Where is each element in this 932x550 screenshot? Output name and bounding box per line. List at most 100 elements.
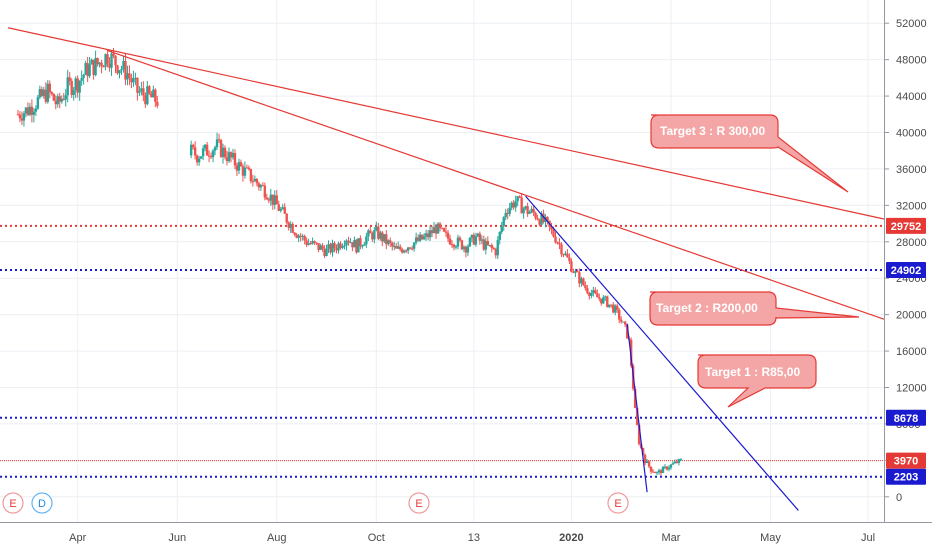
event-marker-e-3[interactable]: E [607,492,629,514]
candle-body [205,144,209,156]
trendline-blue-down[interactable] [525,195,799,511]
candle-body [323,249,326,256]
candle-body [450,244,454,246]
candle-body [406,247,410,251]
x-tick-label: Apr [69,532,86,544]
candle-body [134,77,137,79]
candle-body [305,240,308,245]
candle-body [442,228,446,232]
candle-body [588,292,591,296]
candle-body [482,239,486,250]
candle-body [343,245,346,247]
candle-body [303,235,306,241]
candle-body [460,240,464,250]
candle-body [26,107,30,115]
candle-body [116,65,119,74]
candle-body [436,223,440,234]
trendline-blue-crash[interactable] [626,323,648,493]
candle-body [637,424,641,445]
candle-body [621,321,625,323]
candle-body [542,213,545,223]
candle-body [653,472,657,474]
candle-body [596,293,599,298]
candle-body [602,297,605,304]
candle-body [623,321,627,325]
candle-body [267,199,271,201]
candle-body [625,324,629,339]
candle-body [663,466,667,468]
trendlines[interactable] [7,27,885,511]
candle-body [456,237,460,247]
candle-body [80,77,83,81]
candle-body [239,162,243,167]
candle-body [506,212,509,214]
candle-body [289,224,292,228]
candle-body [582,278,585,286]
candle-body [112,53,115,56]
candle-body [60,98,63,102]
time-axis[interactable]: Apr Jun Aug Oct 13 2020 Mar May Jul [69,532,875,544]
candle-body [203,144,207,149]
candle-body [446,232,450,239]
candle-body [572,271,575,273]
candle-body [671,463,675,465]
candle-body [138,91,141,93]
price-label-pill [886,409,926,426]
candle-body [408,247,412,249]
candle-body [120,69,123,71]
candle-body [402,250,406,253]
candle-body [476,233,480,237]
candle-body [534,212,537,219]
event-marker-e-1[interactable]: E [2,492,24,514]
candle-body [32,111,36,115]
candle-body [82,74,85,78]
candle-body [335,248,338,251]
candle-body [307,243,310,245]
y-tick-label: 20000 [896,310,927,322]
candle-body [193,147,197,156]
candle-body [504,212,507,218]
candle-body [249,169,253,182]
candle-body [564,253,567,255]
candle-body [540,213,543,225]
candle-body [438,223,442,228]
candle-body [136,77,139,93]
candle-body [641,447,645,456]
target-2-callout[interactable]: Target 2 : R200,00 [649,291,860,326]
candle-body [574,271,577,273]
candle-body [428,230,432,238]
candle-body [580,278,583,284]
candle-body [604,296,607,298]
candle-body [241,166,245,176]
price-axis[interactable]: 0400080001200016000200002400028000320003… [884,18,927,504]
candle-body [291,224,294,233]
trendline-red-long[interactable] [7,27,885,220]
candle-body [474,236,478,245]
candle-body [227,152,231,162]
candle-body [98,62,101,65]
target-3-callout[interactable]: Target 3 : R 300,00 [650,114,849,193]
candle-body [277,204,280,211]
event-marker-d[interactable]: D [31,492,53,514]
candle-body [667,467,671,470]
candle-body [633,388,637,408]
candle-body [201,148,205,157]
candle-body [395,245,398,249]
candle-body [199,156,203,159]
x-tick-label: Aug [267,532,287,544]
candle-body [66,77,69,96]
event-marker-e-2[interactable]: E [408,492,430,514]
candle-body [558,242,561,245]
candle-body [349,242,352,244]
candle-body [90,59,93,65]
candle-body [420,234,424,240]
candle-body [225,157,229,162]
candle-body [215,139,219,148]
candle-body [494,249,497,256]
trendline-red-mid[interactable] [107,49,885,320]
candle-body [647,461,651,467]
candle-body [251,181,255,183]
target-1-callout[interactable]: Target 1 : R85,00 [697,354,817,408]
candle-body [550,226,553,230]
